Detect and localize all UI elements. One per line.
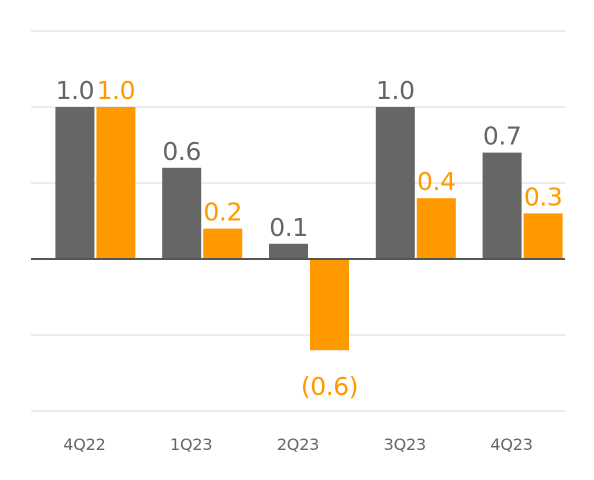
value-label: 0.4 xyxy=(417,167,456,196)
bar-series-1-3q23 xyxy=(375,107,415,259)
value-label: 0.1 xyxy=(269,213,308,242)
x-axis-tick-labels: 4Q22 1Q23 2Q23 3Q23 4Q23 xyxy=(63,435,533,454)
bar-series-1-4q22 xyxy=(55,107,95,259)
x-tick-label: 1Q23 xyxy=(170,435,212,454)
value-label: 1.0 xyxy=(376,76,415,105)
bar-series-2-3q23 xyxy=(416,198,456,259)
value-label: 0.3 xyxy=(524,182,563,211)
bar-series-2-2q23 xyxy=(310,259,349,351)
x-tick-label: 4Q23 xyxy=(490,435,532,454)
value-label: 0.6 xyxy=(162,137,201,166)
value-label: (0.6) xyxy=(301,372,358,401)
value-label: 1.0 xyxy=(97,76,136,105)
bars xyxy=(55,107,563,351)
x-tick-label: 2Q23 xyxy=(277,435,319,454)
bar-series-1-2q23 xyxy=(269,243,308,259)
bar-series-2-4q22 xyxy=(96,107,136,259)
x-tick-label: 3Q23 xyxy=(384,435,426,454)
value-label: 0.7 xyxy=(483,122,522,151)
value-label: 0.2 xyxy=(203,198,242,227)
value-labels: 1.0 1.00.60.20.1(0.6)1.00.40.70.3 xyxy=(56,76,563,401)
bar-series-2-4q23 xyxy=(523,213,563,259)
value-label: 1.0 xyxy=(56,76,95,105)
x-tick-label: 4Q22 xyxy=(63,435,105,454)
bar-series-1-4q23 xyxy=(482,152,522,259)
bar-series-1-1q23 xyxy=(162,167,202,259)
bar-series-2-1q23 xyxy=(203,228,243,259)
